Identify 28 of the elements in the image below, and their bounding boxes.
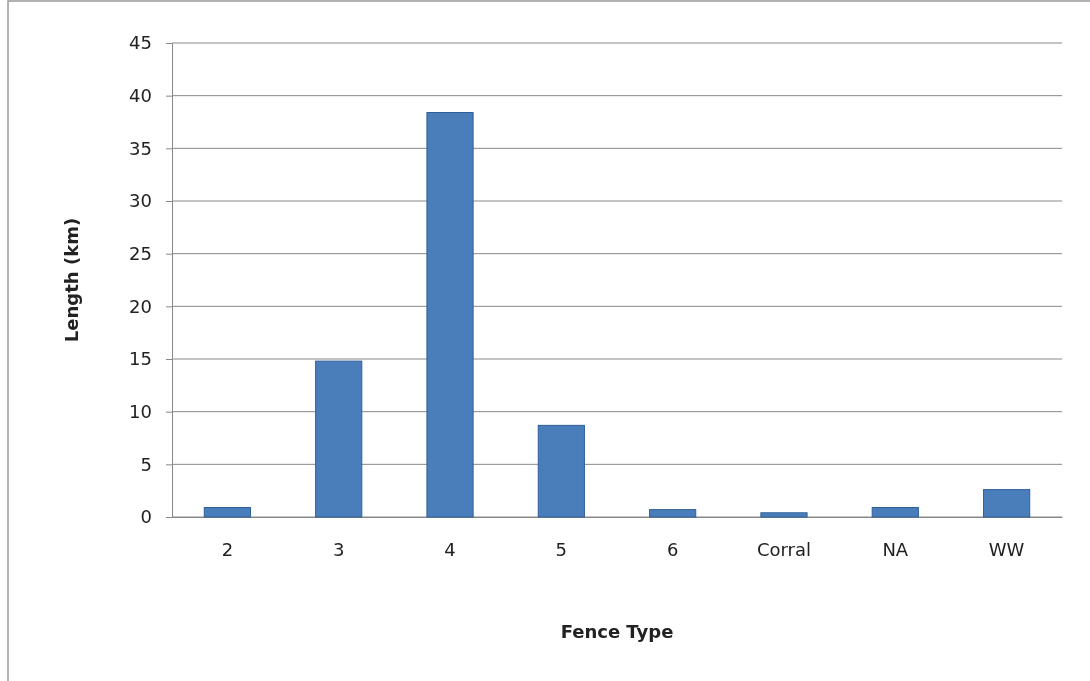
y-tick-label: 35 (129, 137, 152, 159)
x-tick-label: 6 (666, 538, 679, 560)
x-tick-label: Corral (756, 538, 812, 560)
y-tick-label: 25 (129, 242, 152, 264)
y-tick-label: 45 (129, 32, 152, 54)
bar (315, 360, 363, 518)
bar (760, 512, 808, 518)
x-tick-label: NA (882, 538, 909, 560)
y-tick-label: 10 (129, 400, 152, 422)
x-tick-label: 4 (444, 538, 456, 560)
x-tick-label: WW (988, 538, 1025, 560)
y-axis-title: Length (km) (61, 217, 82, 343)
x-tick-label: 5 (555, 538, 568, 560)
bar (983, 489, 1031, 518)
y-tick-label: 40 (129, 84, 152, 106)
y-tick-label: 0 (140, 506, 152, 528)
bar (649, 509, 697, 518)
y-tick-label: 15 (129, 348, 152, 370)
x-tick-label: 2 (221, 538, 234, 560)
y-tick-label: 30 (129, 190, 152, 212)
bar (537, 424, 585, 518)
bar (203, 507, 251, 518)
bar (871, 507, 919, 518)
x-axis-title: Fence Type (560, 621, 674, 642)
x-tick-label: 3 (332, 538, 345, 560)
y-tick-label: 5 (140, 453, 152, 475)
bar (426, 112, 474, 518)
y-tick-label: 20 (129, 295, 152, 317)
